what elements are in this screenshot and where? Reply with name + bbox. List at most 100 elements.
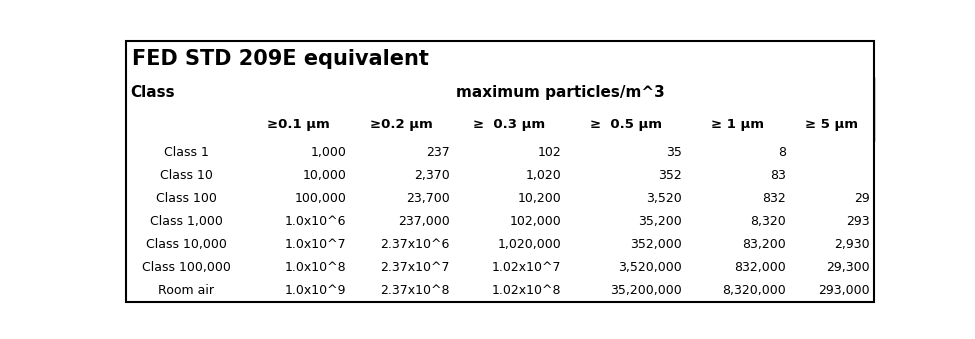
Bar <box>126 77 247 107</box>
Text: 8,320: 8,320 <box>750 215 786 228</box>
Text: 1.0x10^7: 1.0x10^7 <box>285 238 346 251</box>
Bar <box>126 41 874 77</box>
Bar <box>453 279 566 302</box>
Bar <box>247 141 350 164</box>
Bar <box>453 187 566 210</box>
Text: 2,930: 2,930 <box>835 238 870 251</box>
Bar <box>686 279 790 302</box>
Text: 2.37x10^8: 2.37x10^8 <box>380 284 449 297</box>
Bar <box>126 256 247 279</box>
Bar <box>126 233 247 256</box>
Text: ≥ 1 μm: ≥ 1 μm <box>712 118 764 131</box>
Bar <box>566 279 686 302</box>
Bar <box>350 164 453 187</box>
Text: Class: Class <box>131 85 175 100</box>
Text: 832,000: 832,000 <box>734 261 786 274</box>
Text: 23,700: 23,700 <box>406 192 449 205</box>
Bar <box>686 187 790 210</box>
Bar <box>126 187 247 210</box>
Text: 1.0x10^9: 1.0x10^9 <box>285 284 346 297</box>
Bar <box>566 164 686 187</box>
Text: Class 10: Class 10 <box>160 170 213 182</box>
Bar <box>453 256 566 279</box>
Bar <box>247 279 350 302</box>
Bar <box>126 107 247 141</box>
Text: 35: 35 <box>667 146 682 159</box>
Text: 2.37x10^6: 2.37x10^6 <box>380 238 449 251</box>
Text: 83,200: 83,200 <box>742 238 786 251</box>
Text: 2,370: 2,370 <box>414 170 449 182</box>
Bar <box>247 256 350 279</box>
Bar <box>790 164 874 187</box>
Text: 10,200: 10,200 <box>518 192 562 205</box>
Text: 100,000: 100,000 <box>294 192 346 205</box>
Bar <box>790 210 874 233</box>
Text: 102: 102 <box>538 146 562 159</box>
Bar <box>453 210 566 233</box>
Text: 8: 8 <box>778 146 786 159</box>
Bar <box>790 141 874 164</box>
Bar <box>790 279 874 302</box>
Text: ≥  0.5 μm: ≥ 0.5 μm <box>590 118 662 131</box>
Bar <box>453 164 566 187</box>
Text: 29: 29 <box>854 192 870 205</box>
Text: 237,000: 237,000 <box>398 215 449 228</box>
Text: 3,520,000: 3,520,000 <box>618 261 682 274</box>
Bar <box>247 77 874 107</box>
Text: 83: 83 <box>770 170 786 182</box>
Bar <box>247 107 350 141</box>
Text: 35,200,000: 35,200,000 <box>610 284 682 297</box>
Text: Class 100: Class 100 <box>156 192 216 205</box>
Text: ≥0.1 μm: ≥0.1 μm <box>267 118 330 131</box>
Bar <box>453 233 566 256</box>
Bar <box>453 107 566 141</box>
Bar <box>350 279 453 302</box>
Bar <box>350 107 453 141</box>
Text: 1.0x10^8: 1.0x10^8 <box>285 261 346 274</box>
Bar <box>453 141 566 164</box>
Bar <box>790 187 874 210</box>
Text: ≥  0.3 μm: ≥ 0.3 μm <box>474 118 546 131</box>
Text: FED STD 209E equivalent: FED STD 209E equivalent <box>132 49 429 69</box>
Text: 8,320,000: 8,320,000 <box>722 284 786 297</box>
Text: ≥0.2 μm: ≥0.2 μm <box>370 118 433 131</box>
Text: ≥ 5 μm: ≥ 5 μm <box>805 118 858 131</box>
Bar <box>566 233 686 256</box>
Text: 29,300: 29,300 <box>827 261 870 274</box>
Text: 352,000: 352,000 <box>631 238 682 251</box>
Text: 237: 237 <box>426 146 449 159</box>
Text: 293: 293 <box>846 215 870 228</box>
Bar <box>790 107 874 141</box>
Text: 1.02x10^8: 1.02x10^8 <box>492 284 562 297</box>
Bar <box>686 164 790 187</box>
Bar <box>350 141 453 164</box>
Text: 1,020: 1,020 <box>526 170 562 182</box>
Bar <box>126 279 247 302</box>
Bar <box>350 233 453 256</box>
Bar <box>126 141 247 164</box>
Bar <box>350 210 453 233</box>
Bar <box>247 233 350 256</box>
Text: 1,000: 1,000 <box>310 146 346 159</box>
Bar <box>247 164 350 187</box>
Bar <box>566 107 686 141</box>
Text: 10,000: 10,000 <box>302 170 346 182</box>
Bar <box>566 141 686 164</box>
Text: 35,200: 35,200 <box>639 215 682 228</box>
Bar <box>350 187 453 210</box>
Bar <box>247 187 350 210</box>
Bar <box>790 256 874 279</box>
Text: maximum particles/m^3: maximum particles/m^3 <box>455 85 664 100</box>
Text: 1.02x10^7: 1.02x10^7 <box>492 261 562 274</box>
Text: 832: 832 <box>762 192 786 205</box>
Text: 102,000: 102,000 <box>510 215 562 228</box>
Text: 352: 352 <box>658 170 682 182</box>
Bar <box>566 256 686 279</box>
Bar <box>566 187 686 210</box>
Bar <box>686 141 790 164</box>
Text: Room air: Room air <box>158 284 214 297</box>
Text: Class 100,000: Class 100,000 <box>141 261 230 274</box>
Text: 293,000: 293,000 <box>818 284 870 297</box>
Bar <box>686 233 790 256</box>
Text: Class 1,000: Class 1,000 <box>149 215 222 228</box>
